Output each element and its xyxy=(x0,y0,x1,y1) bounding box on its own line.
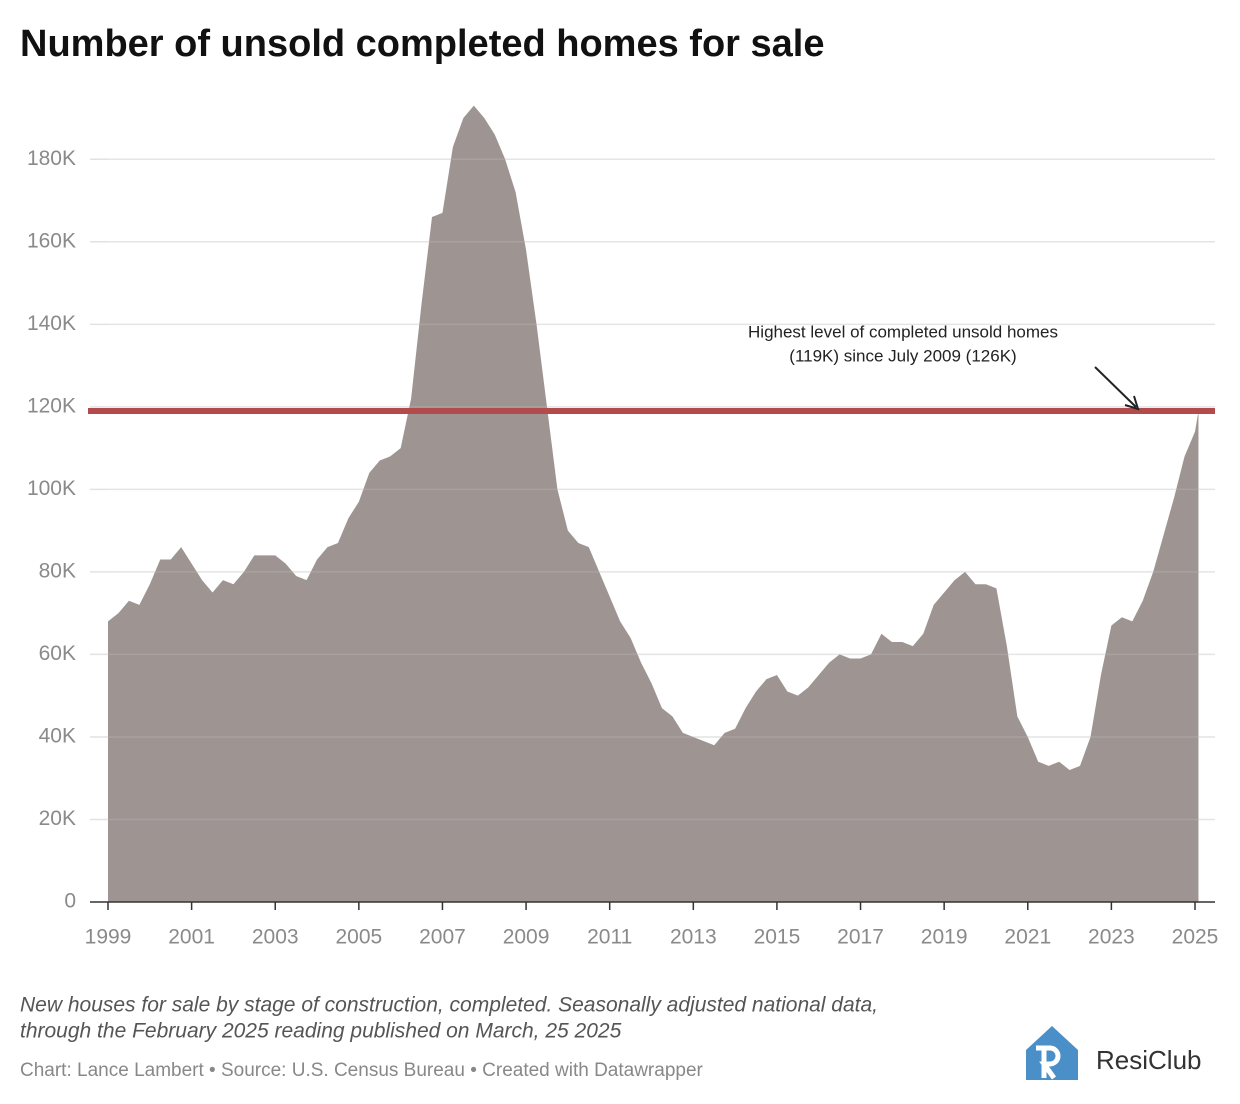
x-tick-label: 2023 xyxy=(1088,926,1135,949)
logo xyxy=(1026,1026,1078,1080)
y-tick-label: 20K xyxy=(39,807,76,830)
x-tick-label: 2007 xyxy=(419,926,466,949)
x-tick-label: 2025 xyxy=(1172,926,1219,949)
y-tick-label: 0 xyxy=(64,890,76,913)
y-tick-label: 140K xyxy=(27,312,76,335)
annotation: Highest level of completed unsold homes xyxy=(748,322,1058,341)
note: New houses for sale by stage of construc… xyxy=(20,994,878,1017)
logo-letter xyxy=(1036,1045,1061,1080)
annotation: (119K) since July 2009 (126K) xyxy=(789,346,1016,365)
y-tick-label: 60K xyxy=(39,642,76,665)
note: through the February 2025 reading publis… xyxy=(20,1020,622,1043)
x-tick-label: 2015 xyxy=(754,926,801,949)
source: Chart: Lance Lambert • Source: U.S. Cens… xyxy=(20,1060,704,1081)
y-tick-label: 80K xyxy=(39,559,76,582)
x-tick-label: 2021 xyxy=(1004,926,1051,949)
chart-title: Number of unsold completed homes for sal… xyxy=(20,23,824,65)
y-tick-label: 120K xyxy=(27,394,76,417)
annotation-arrow xyxy=(1094,366,1137,408)
x-tick-label: 2013 xyxy=(670,926,717,949)
x-tick-label: 2017 xyxy=(837,926,884,949)
x-tick-label: 2001 xyxy=(168,926,215,949)
y-tick-label: 40K xyxy=(39,724,76,747)
brand: ResiClub xyxy=(1096,1045,1202,1075)
area xyxy=(108,105,1199,903)
arrow-head xyxy=(1124,395,1140,411)
x-tick-label: 1999 xyxy=(85,926,132,949)
y-tick-label: 180K xyxy=(27,147,76,170)
x-tick-label: 2019 xyxy=(921,926,968,949)
x-tick-label: 2011 xyxy=(587,926,632,949)
logo-mark xyxy=(1026,1026,1078,1080)
x-tick-label: 2003 xyxy=(252,926,299,949)
plot-area: 0 20K 40K 60K 80K 100K 120K 140K 160K 180K 1999 200… xyxy=(27,105,1219,949)
y-tick-label: 100K xyxy=(27,477,76,500)
x-tick-label: 2009 xyxy=(503,926,550,949)
x-tick-label: 2005 xyxy=(335,926,382,949)
y-tick-label: 160K xyxy=(27,229,76,252)
